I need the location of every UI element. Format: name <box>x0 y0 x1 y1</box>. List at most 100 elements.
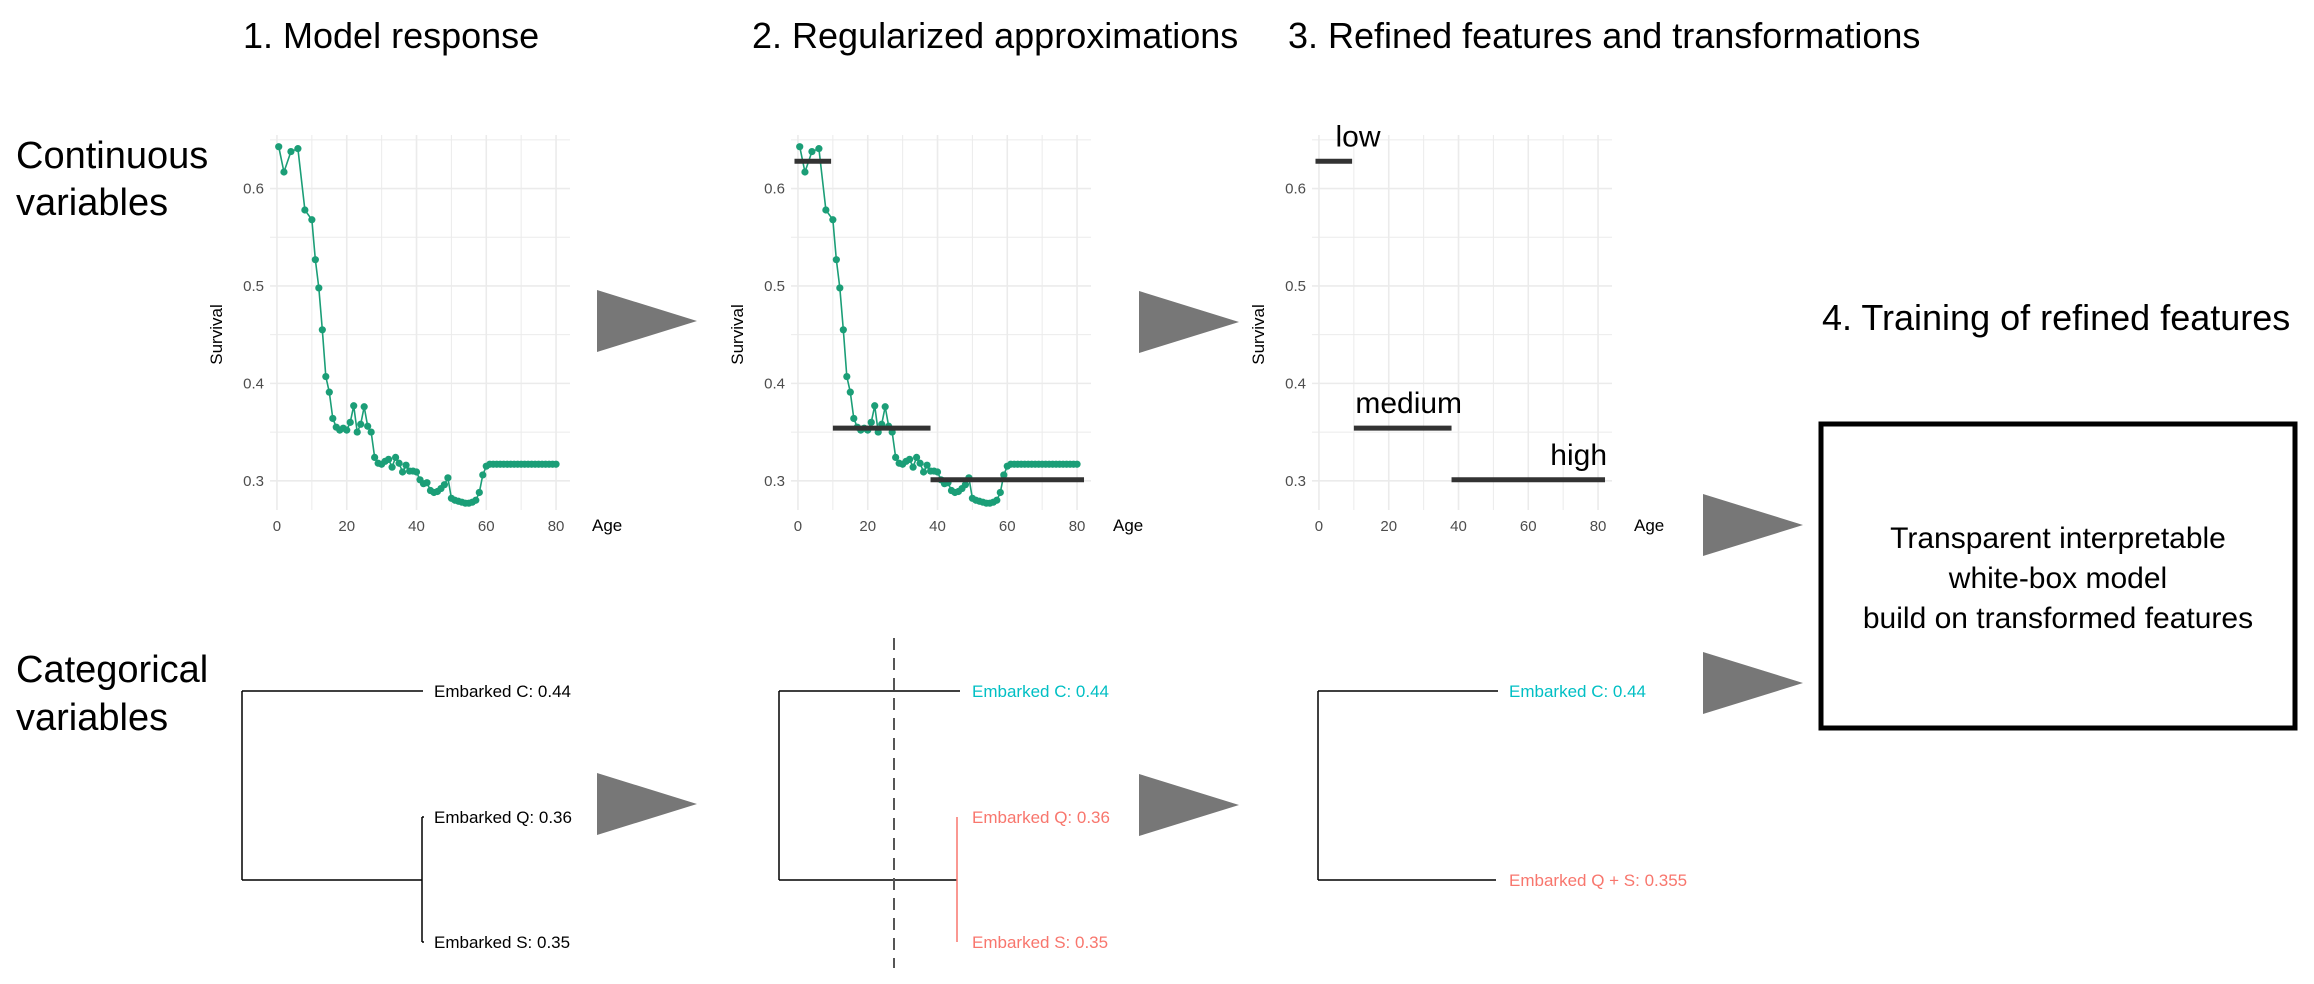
dendrogram-1-leaf-s: Embarked S: 0.35 <box>434 933 570 952</box>
x-axis-title: Age <box>1634 516 1664 535</box>
data-point-16 <box>346 418 354 426</box>
data-point-6 <box>832 256 840 264</box>
step-3-title: 3. Refined features and transformations <box>1288 15 1920 56</box>
data-point-4 <box>822 206 830 214</box>
data-point-75 <box>1073 460 1081 468</box>
step-2-title: 2. Regularized approximations <box>752 15 1238 56</box>
data-point-11 <box>850 414 858 423</box>
data-point-1 <box>280 168 288 176</box>
data-point-0 <box>796 143 804 151</box>
row-label-categorical-line-1: Categorical <box>16 649 208 691</box>
data-point-4 <box>301 206 309 214</box>
data-point-11 <box>329 414 337 423</box>
data-point-53 <box>996 488 1004 497</box>
x-axis-title: Age <box>1113 516 1143 535</box>
data-point-31 <box>398 468 407 476</box>
data-point-15 <box>343 426 351 434</box>
data-point-52 <box>993 496 1001 504</box>
white-box-model-box: Transparent interpretable white-box mode… <box>1818 421 2298 731</box>
x-tick-label-3: 60 <box>1520 518 1537 535</box>
data-point-35 <box>412 468 421 476</box>
data-point-30 <box>916 459 924 467</box>
x-tick-label-0: 0 <box>1315 518 1323 535</box>
row-label-continuous: Continuous variables <box>16 135 208 224</box>
row-label-categorical: Categorical variables <box>16 649 208 739</box>
y-tick-label-2: 0.5 <box>1285 278 1306 295</box>
data-point-16 <box>867 418 875 426</box>
dendrogram-1-leaf-c: Embarked C: 0.44 <box>434 682 571 701</box>
chart-regularized-approximation: 0 20 40 60 80 0.3 0.4 0.5 0.6 Age Survival <box>728 135 1143 535</box>
step-4-title: 4. Training of refined features <box>1822 297 2290 338</box>
flow-arrows <box>597 290 1803 836</box>
data-point-3 <box>294 145 302 153</box>
x-tick-label-0: 0 <box>273 518 281 535</box>
data-point-75 <box>552 460 560 468</box>
data-point-2 <box>808 147 816 156</box>
data-point-29 <box>391 453 400 462</box>
data-point-18 <box>353 428 361 436</box>
x-axis-title: Age <box>592 516 622 535</box>
data-point-32 <box>402 461 410 469</box>
step-1-title: 1. Model response <box>243 15 539 56</box>
data-point-5 <box>308 216 316 224</box>
data-point-54 <box>479 471 487 479</box>
y-tick-label-2: 0.5 <box>764 278 785 295</box>
data-point-32 <box>923 461 931 469</box>
data-point-8 <box>318 326 326 334</box>
data-point-7 <box>836 284 844 292</box>
data-point-52 <box>472 496 480 504</box>
y-tick-label-3: 0.6 <box>243 181 264 198</box>
y-tick-label-0: 0.3 <box>764 473 785 490</box>
data-point-21 <box>364 422 372 430</box>
x-tick-label-4: 80 <box>1590 518 1607 535</box>
y-tick-label-1: 0.4 <box>243 375 264 392</box>
data-point-1 <box>801 168 809 176</box>
data-point-3 <box>815 145 823 153</box>
y-tick-label-2: 0.5 <box>243 278 264 295</box>
data-point-2 <box>287 147 295 156</box>
row-label-continuous-line-2: variables <box>16 182 168 224</box>
y-tick-label-1: 0.4 <box>764 375 785 392</box>
data-point-5 <box>829 216 837 224</box>
data-point-28 <box>909 463 917 471</box>
white-box-model-line-1: Transparent interpretable <box>1890 522 2226 555</box>
series-line <box>798 146 1078 504</box>
white-box-model-line-3: build on transformed features <box>1863 602 2253 635</box>
arrow-continuous-to-model <box>1703 494 1803 556</box>
step-label-low: low <box>1335 120 1380 153</box>
arrow-categorical-to-model <box>1703 652 1803 714</box>
dendrogram-panel-3 <box>1317 690 1498 881</box>
arrow-continuous-2-to-3 <box>1139 291 1239 353</box>
y-tick-label-0: 0.3 <box>1285 473 1306 490</box>
dendrogram-2-leaf-c: Embarked C: 0.44 <box>972 682 1109 701</box>
data-point-27 <box>385 455 393 463</box>
arrow-categorical-2-to-3 <box>1139 774 1239 836</box>
x-tick-label-2: 40 <box>1450 518 1467 535</box>
x-tick-label-4: 80 <box>1069 518 1086 535</box>
data-point-28 <box>388 463 396 471</box>
x-tick-label-3: 60 <box>478 518 495 535</box>
x-tick-label-1: 20 <box>338 518 355 535</box>
chart-model-response: 0 20 40 60 80 0.3 0.4 0.5 0.6 Age Survival <box>207 135 622 535</box>
series-line <box>277 146 557 504</box>
data-point-38 <box>423 479 431 487</box>
data-point-17 <box>871 402 879 410</box>
arrow-categorical-1-to-2 <box>597 773 697 835</box>
dendrogram-panel-2 <box>778 638 960 968</box>
data-point-0 <box>275 143 283 151</box>
data-point-43 <box>440 481 449 489</box>
dendrogram-3-leaf-qs: Embarked Q + S: 0.355 <box>1509 871 1687 890</box>
data-point-17 <box>350 402 358 410</box>
data-point-20 <box>360 403 368 411</box>
y-axis-title: Survival <box>728 304 747 364</box>
dendrogram-1-qs-tips <box>422 816 424 943</box>
x-tick-label-1: 20 <box>859 518 876 535</box>
chart-refined-features: 0 20 40 60 80 0.3 0.4 0.5 0.6 Age Survival low mediu… <box>1249 120 1664 535</box>
step-label-high: high <box>1550 439 1607 472</box>
x-tick-label-4: 80 <box>548 518 565 535</box>
data-point-22 <box>367 428 375 436</box>
y-axis-title: Survival <box>207 304 226 364</box>
data-point-23 <box>371 453 379 462</box>
x-tick-label-3: 60 <box>999 518 1016 535</box>
